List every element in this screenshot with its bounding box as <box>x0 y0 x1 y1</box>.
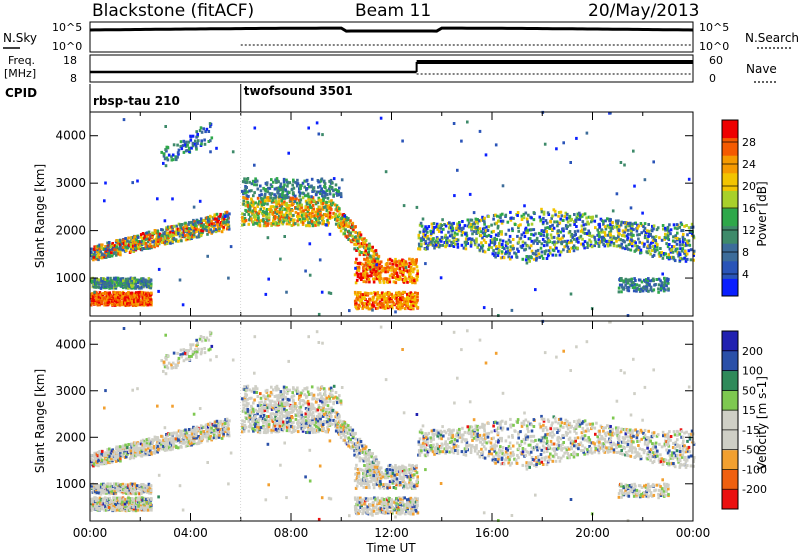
nsearch-label: N.Search <box>745 31 799 45</box>
colorbar-tick: 12 <box>742 224 756 237</box>
freq-tick-low: 8 <box>70 72 77 85</box>
velocity-ylabel: Slant Range [km] <box>33 369 47 473</box>
colorbar-tick: -15 <box>742 424 760 437</box>
ytick-label: 4000 <box>55 337 86 351</box>
cpid-segment-label: twofsound 3501 <box>244 84 353 98</box>
colorbar-tick: -50 <box>742 444 760 457</box>
ytick-label: 2000 <box>55 224 86 238</box>
strip-traces <box>89 26 694 75</box>
colorbar-tick: 15 <box>742 404 756 417</box>
colorbar-tick: 16 <box>742 202 756 215</box>
xtick-label: 00:00 <box>73 526 108 540</box>
colorbar-tick: 28 <box>742 136 756 149</box>
nsky-strip <box>89 21 694 53</box>
colorbar-tick: 8 <box>742 246 749 259</box>
power-colorbar-label: Power [dB] <box>755 181 769 246</box>
colorbar-tick: 20 <box>742 180 756 193</box>
cpid-segment-label: rbsp-tau 210 <box>93 94 180 108</box>
xtick-label: 16:00 <box>475 526 510 540</box>
nave-tick-low: 0 <box>709 72 716 85</box>
freq-strip <box>89 54 694 83</box>
xtick-label: 20:00 <box>575 526 610 540</box>
freq-tick-high: 18 <box>63 54 77 67</box>
date-title: 20/May/2013 <box>588 1 700 21</box>
cpid-label: CPID <box>5 86 37 100</box>
xtick-label: 08:00 <box>274 526 309 540</box>
colorbar-tick: 50 <box>742 384 756 397</box>
nsky-tick-high: 10^5 <box>52 21 82 34</box>
nsky-label: N.Sky <box>3 31 37 45</box>
nsearch-tick-high: 10^5 <box>699 21 729 34</box>
nsky-tick-low: 10^0 <box>52 40 82 53</box>
ytick-label: 1000 <box>55 271 86 285</box>
colorbar-tick: -200 <box>742 483 767 496</box>
colorbar-tick: -100 <box>742 463 767 476</box>
station-title: Blackstone (fitACF) <box>92 1 254 21</box>
velocity-colorbar: 200 100 50 15 -15 -50 -100 -200 <box>721 330 767 510</box>
power-ylabel: Slant Range [km] <box>33 164 47 268</box>
ytick-label: 2000 <box>55 430 86 444</box>
nsearch-tick-low: 10^0 <box>699 40 729 53</box>
xlabel: Time UT <box>365 541 416 554</box>
velocity-colorbar-label: Velocity [m s-1] <box>755 376 769 470</box>
ytick-label: 1000 <box>55 477 86 491</box>
colorbar-tick: 200 <box>742 345 763 358</box>
xtick-label: 00:00 <box>676 526 711 540</box>
nave-tick-high: 60 <box>709 54 723 67</box>
colorbar-tick: 4 <box>742 268 749 281</box>
velocity-heatmap <box>90 319 696 522</box>
ytick-label: 3000 <box>55 176 86 190</box>
cpid-segments: rbsp-tau 210 twofsound 3501 <box>89 84 353 112</box>
freq-unit-label: [MHz] <box>4 67 36 80</box>
axes: 1000 2000 3000 4000 1000 2000 3000 4000 00:00 04:… <box>55 112 710 540</box>
nave-label: Nave <box>746 62 777 76</box>
xtick-label: 12:00 <box>374 526 409 540</box>
ytick-label: 3000 <box>55 384 86 398</box>
colorbar-tick: 100 <box>742 365 763 378</box>
ytick-label: 4000 <box>55 129 86 143</box>
colorbar-tick: 24 <box>742 158 756 171</box>
power-colorbar: 28 24 20 16 12 8 4 <box>721 119 756 297</box>
xtick-label: 04:00 <box>173 526 208 540</box>
power-heatmap <box>90 110 696 317</box>
beam-title: Beam 11 <box>355 1 431 21</box>
freq-label: Freq. <box>8 54 35 67</box>
